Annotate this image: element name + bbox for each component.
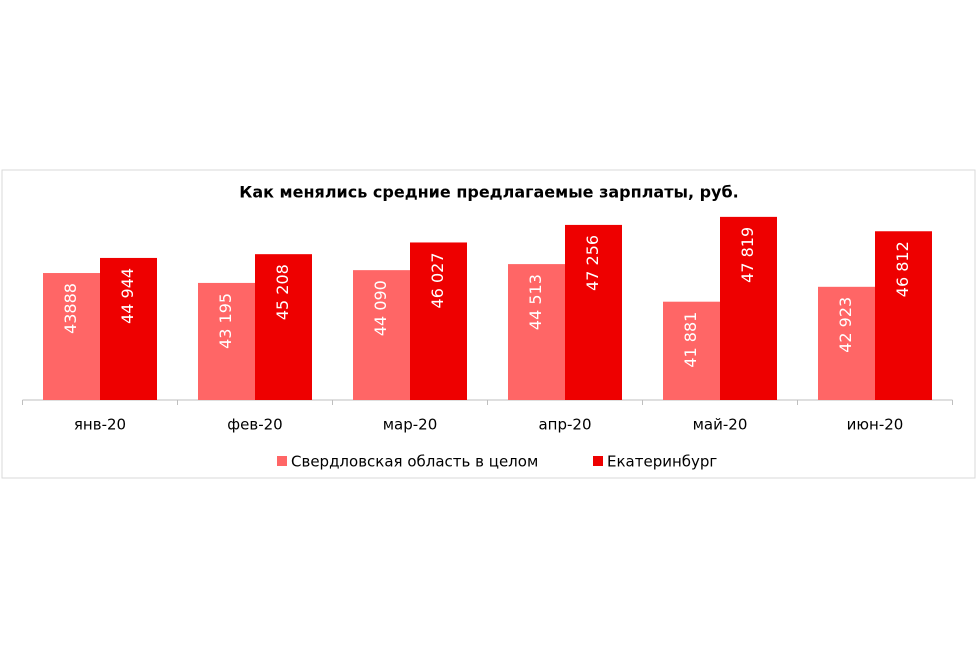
x-tick-label: мар-20 (383, 416, 438, 434)
legend-label: Свердловская область в целом (291, 453, 538, 471)
bar (508, 264, 565, 400)
data-label: 44 090 (371, 280, 390, 336)
data-label: 47 819 (738, 227, 757, 283)
legend-label: Екатеринбург (607, 453, 717, 471)
bar (43, 273, 100, 400)
data-label: 46 027 (428, 252, 447, 308)
x-tick-label: июн-20 (847, 416, 904, 434)
bar (875, 231, 932, 400)
x-tick-label: апр-20 (538, 416, 591, 434)
bar (818, 286, 875, 400)
legend-swatch (277, 456, 287, 466)
data-label: 42 923 (836, 297, 855, 353)
data-label: 46 812 (893, 241, 912, 297)
bar (100, 257, 157, 400)
bar (565, 224, 622, 400)
data-label: 44 944 (118, 268, 137, 324)
chart-title: Как менялись средние предлагаемые зарпла… (239, 183, 738, 202)
data-label: 44 513 (526, 274, 545, 330)
x-tick-label: май-20 (693, 416, 748, 434)
chart-border (1, 169, 976, 479)
bar (255, 254, 312, 400)
data-label: 43888 (61, 283, 80, 334)
bar (353, 270, 410, 400)
data-label: 47 256 (583, 235, 602, 291)
bar (410, 242, 467, 400)
data-label: 43 195 (216, 293, 235, 349)
x-tick-label: янв-20 (74, 416, 126, 434)
bar (720, 216, 777, 400)
data-label: 41 881 (681, 312, 700, 368)
bar (663, 301, 720, 400)
x-tick-label: фев-20 (227, 416, 282, 434)
legend-swatch (593, 456, 603, 466)
data-label: 45 208 (273, 264, 292, 320)
bar (198, 282, 255, 400)
